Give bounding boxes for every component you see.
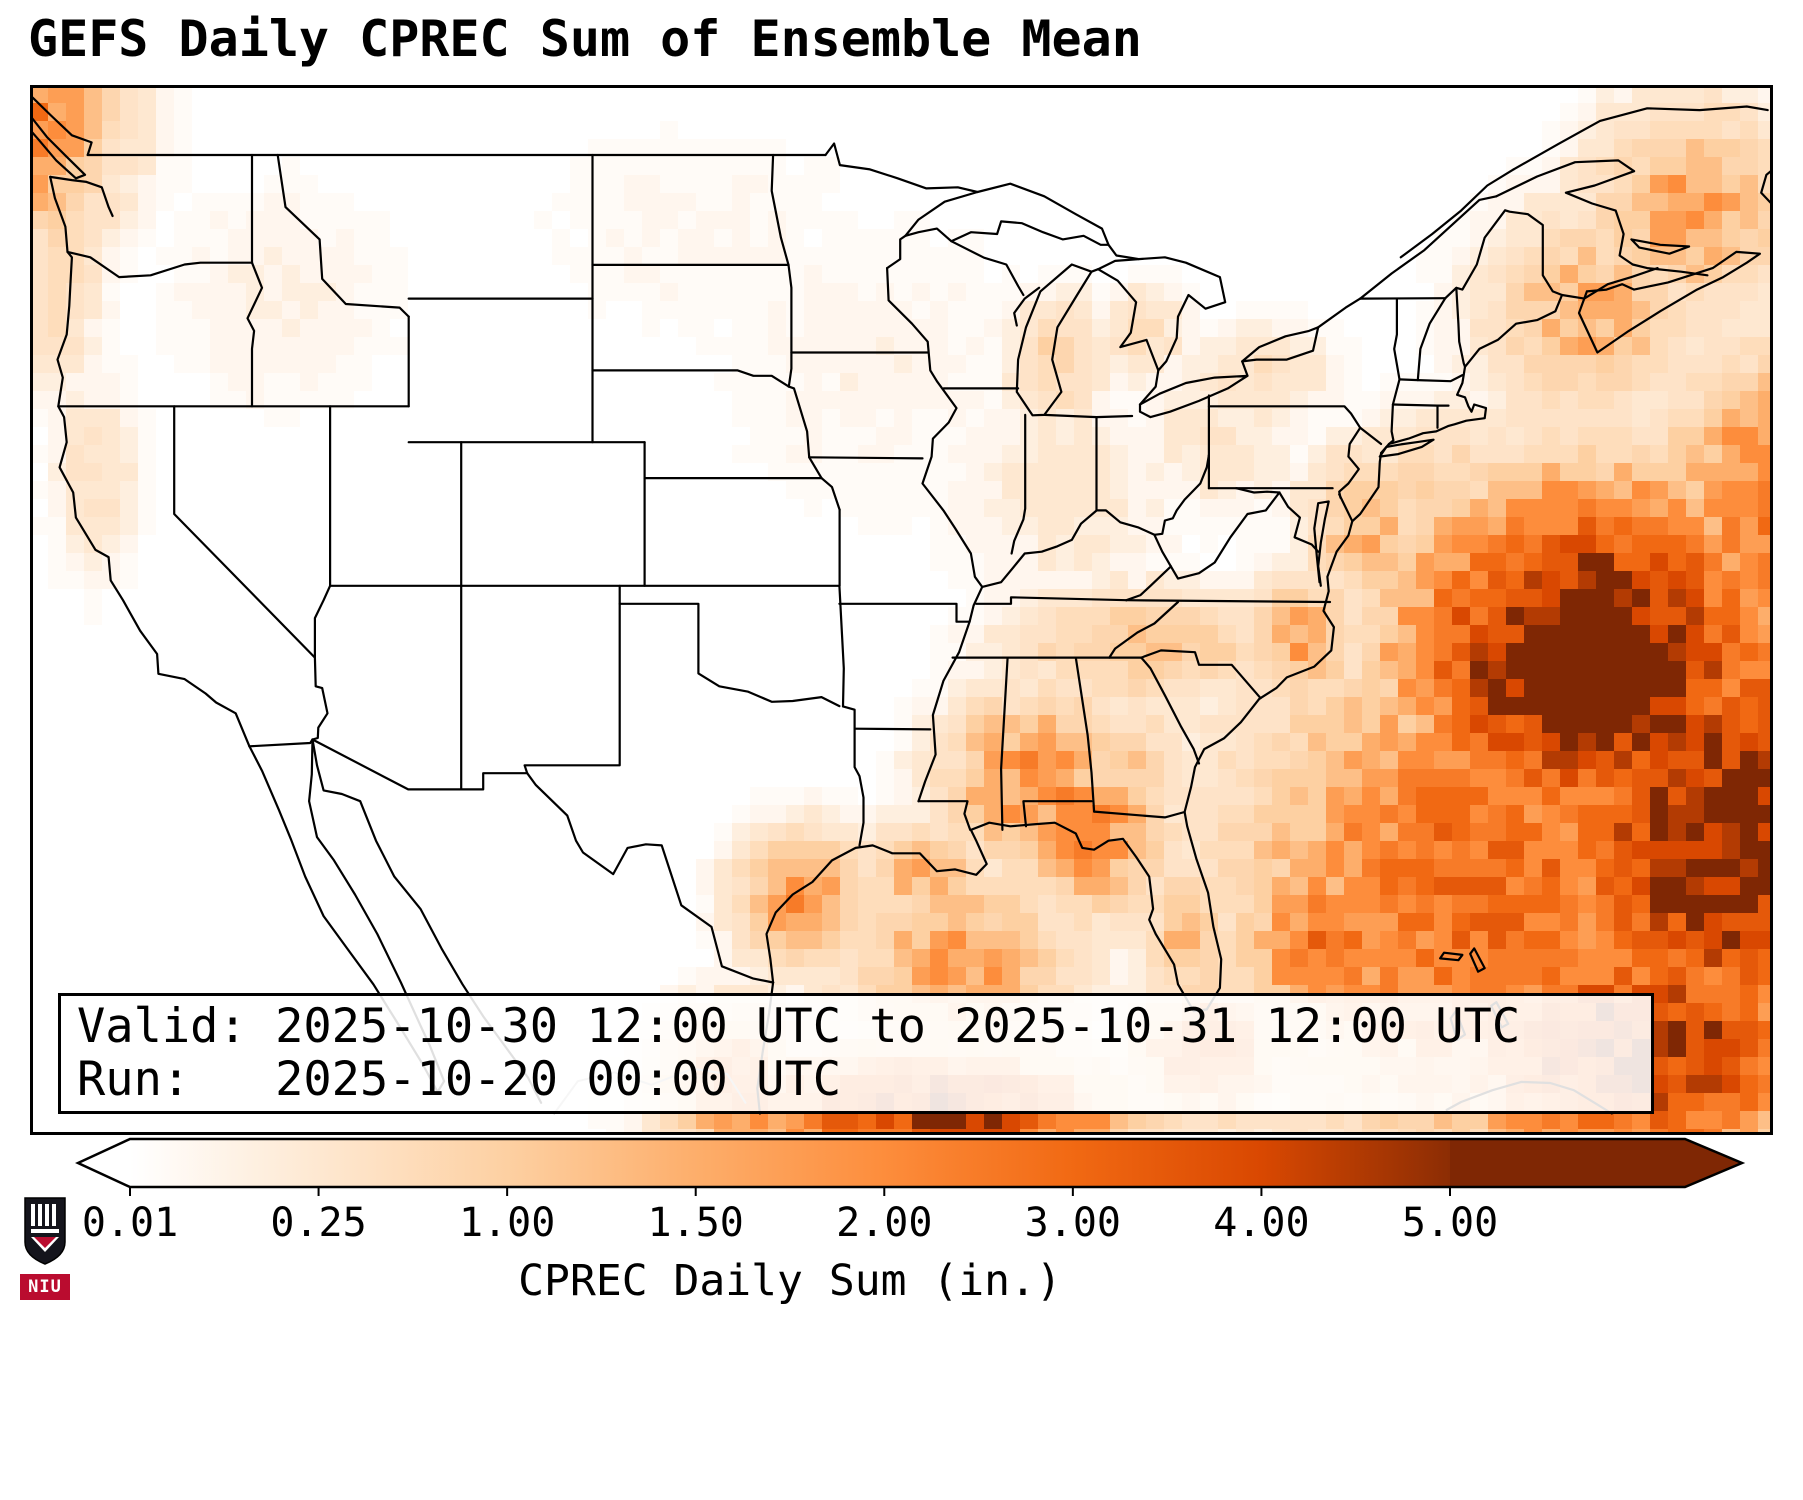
colorbar-tick-label: 5.00 (1401, 1200, 1499, 1246)
colorbar-tick-label: 1.00 (458, 1200, 556, 1246)
valid-text: Valid: 2025-10-30 12:00 UTC to 2025-10-3… (77, 999, 1521, 1054)
colorbar (75, 1137, 1746, 1196)
run-text: Run: 2025-10-20 00:00 UTC (77, 1051, 842, 1107)
precip-map-svg (30, 85, 1773, 1135)
colorbar-tick-label: 2.00 (836, 1200, 933, 1246)
figure-title: GEFS Daily CPREC Sum of Ensemble Mean (28, 10, 1142, 68)
colorbar-tick-label: 3.00 (1024, 1200, 1121, 1246)
niu-wordmark: NIU (20, 1274, 70, 1300)
colorbar-tick-label: 0.01 (81, 1200, 179, 1246)
colorbar-label: CPREC Daily Sum (in.) (518, 1256, 1062, 1306)
info-box: Valid: 2025-10-30 12:00 UTC to 2025-10-3… (58, 993, 1654, 1115)
colorbar-tick-label: 1.50 (647, 1200, 744, 1246)
colorbar-tick-label: 0.25 (270, 1200, 367, 1246)
colorbar-tick-label: 4.00 (1213, 1200, 1310, 1246)
niu-logo: NIU (20, 1196, 72, 1300)
niu-shield-icon (24, 1197, 66, 1265)
map: Valid: 2025-10-30 12:00 UTC to 2025-10-3… (30, 85, 1773, 1135)
